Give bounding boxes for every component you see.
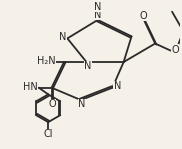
Text: O: O — [139, 11, 147, 21]
Text: N: N — [59, 32, 66, 42]
Text: O: O — [48, 99, 56, 109]
Text: N: N — [78, 100, 85, 110]
Text: H₂N: H₂N — [37, 56, 56, 66]
Text: N: N — [84, 62, 92, 72]
Text: N: N — [94, 10, 101, 20]
Text: Cl: Cl — [43, 129, 53, 139]
Text: HN: HN — [23, 82, 37, 92]
Text: N: N — [114, 81, 121, 91]
Text: O: O — [171, 45, 179, 55]
Text: N: N — [94, 2, 101, 12]
